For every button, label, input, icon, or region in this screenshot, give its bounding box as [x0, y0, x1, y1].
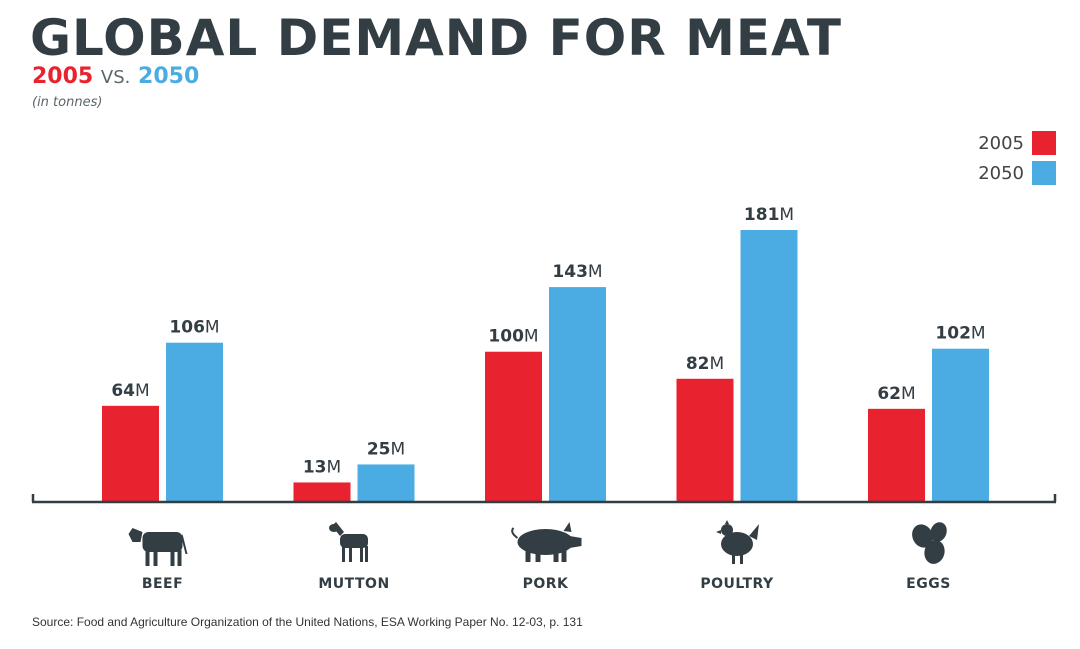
chicken-icon [716, 520, 759, 564]
bar-beef-2005 [102, 405, 159, 502]
bar-poultry-2050 [740, 230, 798, 502]
eggs-icon [912, 522, 947, 564]
legend-swatch-2050 [1032, 161, 1056, 185]
sheep-icon [329, 522, 368, 562]
bar-eggs-2050 [932, 348, 989, 502]
value-unit-poultry-2050: M [779, 205, 794, 225]
bar-beef-2050 [166, 342, 223, 502]
value-number-mutton-2005: 13 [303, 457, 327, 477]
value-label-poultry-2050: 181M [744, 205, 794, 225]
category-label-pork: PORK [523, 576, 569, 592]
value-number-pork-2005: 100 [488, 327, 524, 347]
chart-title: GLOBAL DEMAND FOR MEAT [30, 9, 842, 67]
value-number-pork-2050: 143 [552, 262, 588, 282]
chart-subtitle: 2005 VS. 2050 [32, 64, 199, 89]
bar-poultry-2005 [676, 378, 734, 502]
cow-icon [128, 528, 188, 566]
value-number-eggs-2005: 62 [877, 384, 901, 404]
value-unit-eggs-2005: M [901, 384, 916, 404]
bar-mutton-2050 [357, 464, 415, 502]
value-label-pork-2005: 100M [488, 327, 538, 347]
value-label-pork-2050: 143M [552, 262, 602, 282]
value-label-beef-2050: 106M [169, 318, 219, 338]
value-unit-poultry-2005: M [710, 354, 725, 374]
legend-entry-2005: 2005 [916, 128, 1056, 158]
value-unit-eggs-2050: M [971, 324, 986, 344]
category-label-poultry: POULTRY [700, 576, 774, 592]
value-number-beef-2050: 106 [169, 318, 205, 338]
subtitle-vs: VS. [100, 67, 131, 88]
subtitle-year-2005: 2005 [32, 64, 94, 89]
value-unit-beef-2050: M [205, 318, 220, 338]
legend: 2005 2050 [916, 128, 1056, 188]
value-unit-mutton-2050: M [391, 439, 406, 459]
value-label-eggs-2005: 62M [877, 384, 915, 404]
value-label-poultry-2005: 82M [686, 354, 724, 374]
value-unit-pork-2050: M [588, 262, 603, 282]
category-label-eggs: EGGS [906, 576, 951, 592]
value-unit-beef-2005: M [135, 381, 150, 401]
bar-eggs-2005 [868, 408, 925, 502]
unit-note: (in tonnes) [32, 95, 103, 110]
bar-pork-2050 [549, 287, 606, 502]
value-label-eggs-2050: 102M [935, 324, 985, 344]
legend-label-2005: 2005 [978, 132, 1024, 154]
bar-mutton-2005 [293, 482, 351, 502]
legend-swatch-2005 [1032, 131, 1056, 155]
category-label-mutton: MUTTON [318, 576, 389, 592]
category-label-beef: BEEF [142, 576, 183, 592]
legend-label-2050: 2050 [978, 162, 1024, 184]
value-unit-pork-2005: M [524, 327, 539, 347]
value-unit-mutton-2005: M [327, 457, 342, 477]
value-number-beef-2005: 64 [111, 381, 135, 401]
value-number-poultry-2005: 82 [686, 354, 710, 374]
value-number-poultry-2050: 181 [744, 205, 780, 225]
value-number-eggs-2050: 102 [935, 324, 971, 344]
pig-icon [511, 522, 582, 562]
value-label-mutton-2005: 13M [303, 457, 341, 477]
legend-entry-2050: 2050 [916, 158, 1056, 188]
value-label-beef-2005: 64M [111, 381, 149, 401]
value-label-mutton-2050: 25M [367, 439, 405, 459]
source-note: Source: Food and Agriculture Organizatio… [32, 615, 583, 629]
subtitle-year-2050: 2050 [138, 64, 200, 89]
bar-pork-2005 [485, 351, 542, 502]
value-number-mutton-2050: 25 [367, 439, 391, 459]
